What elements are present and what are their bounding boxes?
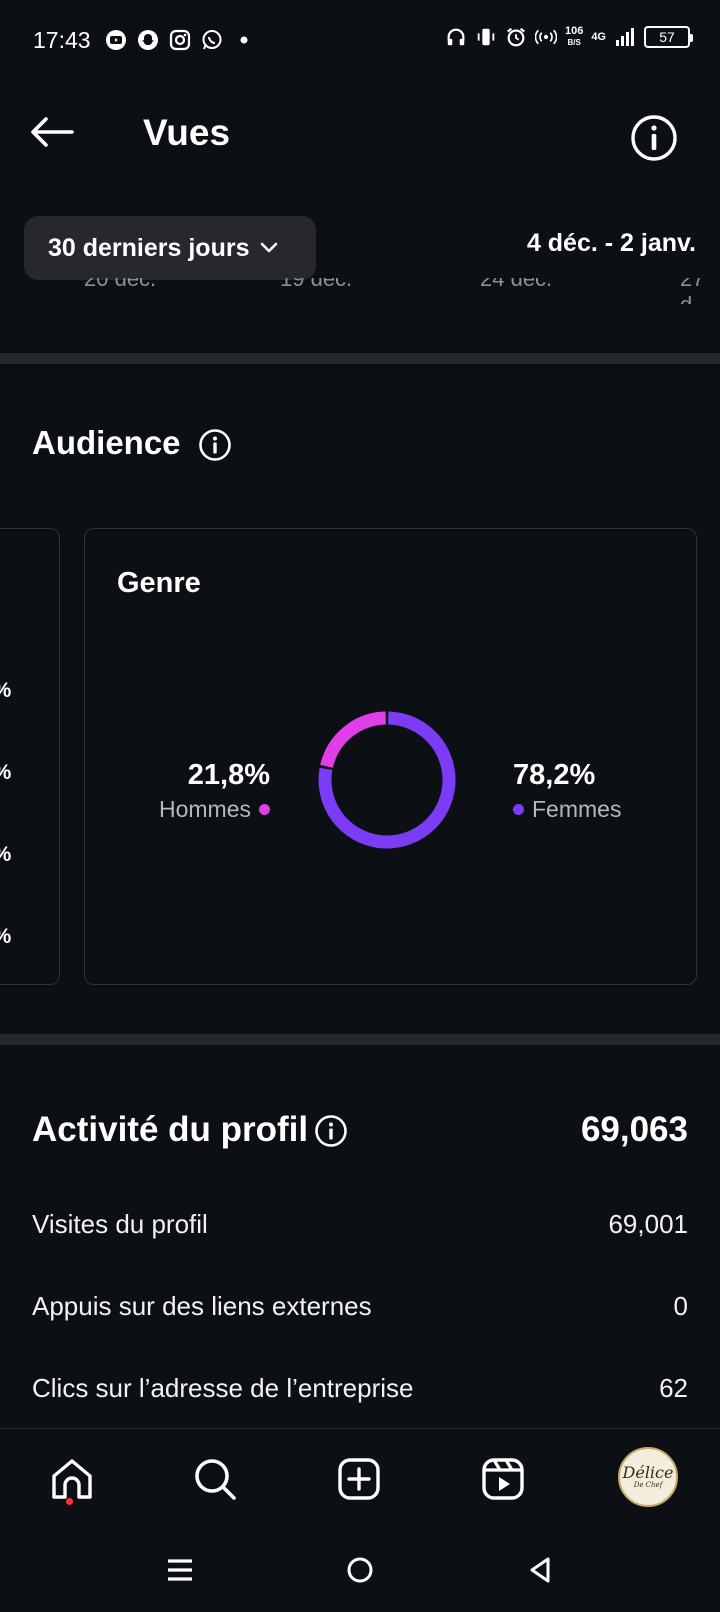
women-percentage: 78,2%: [513, 759, 596, 791]
youtube-icon: [105, 29, 127, 51]
battery-indicator: 57: [644, 26, 693, 48]
section-divider: [0, 353, 720, 364]
headphones-icon: [445, 26, 467, 48]
triangle-back-icon: [530, 1557, 550, 1583]
menu-icon: [168, 1559, 192, 1581]
activity-row-label: Visites du profil: [32, 1209, 208, 1239]
partial-value: 5%: [0, 925, 11, 949]
axis-label: 27 d: [680, 278, 705, 304]
status-bar: 17:43 106 B/S: [0, 0, 720, 80]
date-range-selector[interactable]: 30 derniers jours: [24, 216, 316, 280]
nav-reels[interactable]: [477, 1453, 529, 1505]
system-navigation: [0, 1528, 720, 1612]
page-title: Vues: [143, 112, 231, 153]
instagram-icon: [169, 29, 191, 51]
gender-card-title: Genre: [117, 567, 201, 599]
circle-home-icon: [347, 1557, 373, 1583]
whatsapp-icon: [201, 29, 223, 51]
audience-title: Audience: [32, 424, 181, 461]
recent-apps-button[interactable]: [158, 1548, 202, 1592]
chevron-down-icon: [261, 242, 278, 253]
reels-icon: [482, 1458, 524, 1500]
partial-value: 4%: [0, 679, 11, 703]
avatar-logo-subtext: De Chef: [633, 1481, 663, 1489]
alarm-icon: [505, 26, 527, 48]
nav-home[interactable]: [46, 1453, 98, 1505]
hotspot-icon: [534, 26, 557, 48]
create-icon: [338, 1458, 380, 1500]
back-button[interactable]: [28, 112, 82, 152]
range-selected-label: 30 derniers jours: [48, 233, 250, 262]
women-slice: [318, 711, 456, 849]
info-icon: [315, 1115, 347, 1147]
men-color-dot: [259, 804, 270, 815]
more-notifications-dot-icon: [233, 29, 255, 51]
status-time: 17:43: [33, 27, 91, 53]
gender-donut-chart: [318, 711, 456, 849]
women-stat: 78,2% Femmes: [513, 759, 621, 823]
chart-axis-labels: 20 déc. 19 déc. 24 déc. 27 d: [0, 278, 720, 304]
home-system-button[interactable]: [338, 1548, 382, 1592]
home-icon: [52, 1459, 92, 1499]
activity-title: Activité du profil: [32, 1110, 309, 1149]
men-slice: [320, 711, 387, 769]
info-icon: [199, 429, 231, 461]
avatar-logo-text: Délice: [622, 1463, 674, 1482]
audience-info-button[interactable]: [198, 428, 232, 462]
profile-avatar[interactable]: Délice De Chef: [618, 1447, 678, 1507]
vibrate-icon: [475, 26, 497, 48]
system-status-icons: 106 B/S 4G 57: [445, 25, 693, 48]
activity-row-label: Appuis sur des liens externes: [32, 1291, 372, 1321]
activity-row-label: Clics sur l’adresse de l’entreprise: [32, 1373, 414, 1403]
network-speed: 106 B/S: [564, 25, 584, 48]
partial-value: 9%: [0, 843, 11, 867]
axis-label: 19 déc.: [280, 278, 353, 291]
snapchat-icon: [137, 29, 159, 51]
women-label: Femmes: [532, 796, 622, 822]
section-divider: [0, 1034, 720, 1045]
home-notification-dot: [66, 1498, 73, 1505]
search-icon: [195, 1459, 236, 1500]
bottom-navigation: Délice De Chef: [0, 1428, 720, 1528]
gender-card[interactable]: Genre 21,8% Hommes 78,2% Femmes: [84, 528, 697, 985]
activity-total: 69,063: [580, 1110, 688, 1149]
activity-row-value: 69,001: [608, 1209, 688, 1239]
info-icon: [631, 115, 677, 161]
activity-row-value: 62: [659, 1373, 688, 1403]
date-range-text: 4 déc. - 2 janv.: [526, 229, 696, 257]
audience-card-partial[interactable]: 4% 4% 9% 5%: [0, 528, 60, 985]
partial-value: 4%: [0, 761, 11, 785]
women-color-dot: [513, 804, 524, 815]
men-percentage: 21,8%: [187, 759, 270, 791]
nav-search[interactable]: [189, 1453, 241, 1505]
men-legend: Hommes: [159, 796, 270, 823]
signal-icon: [614, 26, 636, 48]
axis-label: 24 déc.: [480, 278, 553, 291]
activity-row-value: 0: [673, 1291, 688, 1321]
axis-label: 20 déc.: [84, 278, 157, 291]
notification-icons: [105, 29, 255, 51]
back-arrow-icon: [31, 117, 74, 147]
activity-info-button[interactable]: [314, 1114, 348, 1148]
men-stat: 21,8% Hommes: [159, 759, 270, 823]
info-button[interactable]: [630, 114, 678, 162]
men-label: Hommes: [158, 796, 251, 822]
back-system-button[interactable]: [518, 1548, 562, 1592]
nav-create[interactable]: [333, 1453, 385, 1505]
women-legend: Femmes: [513, 796, 621, 823]
network-type: 4G: [591, 31, 606, 43]
